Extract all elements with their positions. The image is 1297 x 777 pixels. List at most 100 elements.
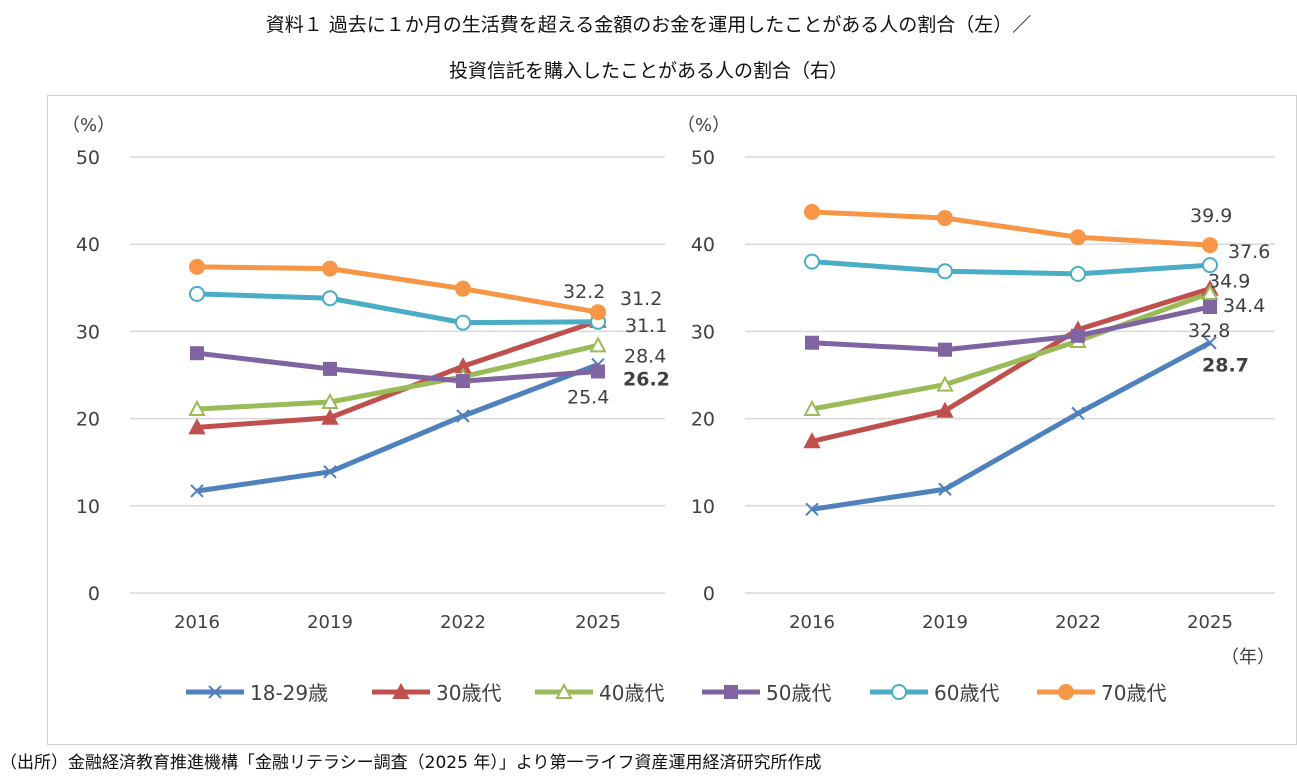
data-point xyxy=(1070,265,1086,282)
data-point xyxy=(938,342,952,357)
data-point xyxy=(804,203,820,220)
data-point-shape xyxy=(322,290,338,307)
data-label: 34.4 xyxy=(1223,295,1265,317)
data-point-shape xyxy=(188,418,206,435)
x-tick-label: 2022 xyxy=(440,612,486,633)
legend-marker xyxy=(392,682,410,699)
y-tick-label: 50 xyxy=(691,147,715,169)
data-point-shape xyxy=(456,409,470,423)
data-point-shape xyxy=(938,482,952,496)
legend-label: 60歳代 xyxy=(934,681,999,705)
x-tick-label: 2025 xyxy=(575,612,621,633)
data-point-shape xyxy=(803,432,821,449)
data-point-shape xyxy=(1201,283,1219,301)
data-point-shape xyxy=(189,258,205,275)
data-point xyxy=(322,290,338,307)
data-point xyxy=(322,260,338,277)
data-point-shape xyxy=(804,203,820,220)
series-line-0 xyxy=(811,340,1212,512)
data-point xyxy=(1071,328,1085,343)
data-point-shape xyxy=(322,260,338,277)
data-point xyxy=(189,258,205,275)
data-point-shape xyxy=(936,375,954,392)
data-label: 39.9 xyxy=(1190,205,1232,227)
data-point xyxy=(803,399,821,417)
data-point xyxy=(190,346,204,361)
data-point xyxy=(323,361,337,376)
data-point-shape xyxy=(803,399,821,417)
data-point-shape xyxy=(321,408,339,425)
y-axis-unit: （%） xyxy=(677,115,730,136)
data-point-shape xyxy=(455,314,471,331)
data-point-shape xyxy=(805,502,819,516)
y-tick-label: 50 xyxy=(76,147,100,169)
data-point-shape xyxy=(190,484,204,498)
legend-marker-shape xyxy=(555,682,573,699)
data-point xyxy=(591,364,605,379)
data-point xyxy=(805,502,819,516)
series-line-2 xyxy=(196,342,599,412)
data-point xyxy=(455,280,471,297)
data-label: 25.4 xyxy=(567,387,609,409)
data-point xyxy=(190,484,204,498)
source-note: （出所）金融経済教育推進機構「金融リテラシー調査（2025 年）」より第一ライフ… xyxy=(0,753,822,773)
data-point-shape xyxy=(456,374,470,389)
data-point-shape xyxy=(589,336,607,353)
series-line-4 xyxy=(811,259,1211,277)
legend-label: 18-29歳 xyxy=(250,681,328,705)
data-point-shape xyxy=(1203,336,1217,350)
data-point-shape xyxy=(321,392,339,410)
data-point xyxy=(936,375,954,392)
data-point-shape xyxy=(1202,257,1218,274)
data-point-shape xyxy=(1071,406,1085,421)
data-point-shape xyxy=(804,253,820,270)
data-label: 31.1 xyxy=(625,315,667,337)
data-point xyxy=(323,465,337,479)
data-point xyxy=(1202,257,1218,274)
data-point xyxy=(1071,406,1085,421)
data-label: 34.9 xyxy=(1208,271,1250,293)
data-label: 28.7 xyxy=(1202,355,1249,377)
y-tick-label: 30 xyxy=(691,321,715,343)
series-line-3 xyxy=(811,304,1211,353)
data-point-shape xyxy=(590,304,606,321)
data-point-shape xyxy=(936,401,954,418)
x-tick-label: 2019 xyxy=(922,612,968,633)
data-point xyxy=(189,285,205,302)
y-tick-label: 40 xyxy=(691,234,715,256)
data-point-shape xyxy=(189,285,205,302)
y-tick-label: 40 xyxy=(76,234,100,256)
data-point xyxy=(937,210,953,227)
legend-marker xyxy=(891,684,907,700)
data-label: 37.6 xyxy=(1228,241,1270,263)
x-tick-label: 2019 xyxy=(307,612,353,633)
data-point xyxy=(1070,229,1086,246)
y-tick-label: 0 xyxy=(703,583,715,605)
y-tick-label: 20 xyxy=(691,409,715,431)
data-label: 32.2 xyxy=(563,281,605,303)
data-point xyxy=(188,399,206,417)
y-axis-unit: （%） xyxy=(62,115,115,136)
y-tick-label: 0 xyxy=(88,583,100,605)
x-axis-unit: （年） xyxy=(1221,647,1275,668)
data-point-shape xyxy=(455,280,471,297)
data-point xyxy=(589,336,607,353)
series-line-1 xyxy=(811,286,1211,444)
data-point-shape xyxy=(937,210,953,227)
data-point xyxy=(937,263,953,280)
data-point xyxy=(590,304,606,321)
legend-label: 40歳代 xyxy=(599,681,664,705)
data-point xyxy=(936,401,954,418)
y-tick-label: 10 xyxy=(691,496,715,518)
legend-marker xyxy=(208,685,222,699)
data-point-shape xyxy=(323,465,337,479)
data-point-shape xyxy=(188,399,206,417)
x-tick-label: 2025 xyxy=(1187,612,1233,633)
series-line-3 xyxy=(196,350,599,384)
data-point xyxy=(1203,299,1217,314)
data-point-shape xyxy=(190,346,204,361)
data-point xyxy=(321,408,339,425)
data-point-shape xyxy=(805,335,819,350)
